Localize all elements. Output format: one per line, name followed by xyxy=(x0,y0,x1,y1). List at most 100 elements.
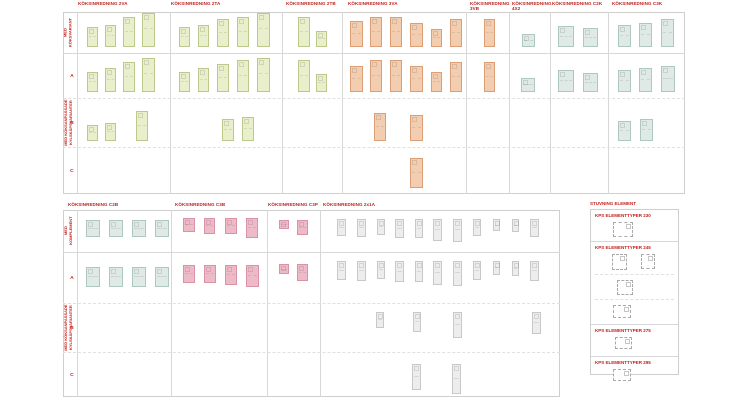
floor-plan-thumbnail xyxy=(410,23,423,47)
table-cell xyxy=(171,210,267,252)
floor-plan-thumbnail xyxy=(415,219,423,238)
column-header: KÖKSINREDNING 2TB xyxy=(286,1,336,6)
floor-plan-thumbnail xyxy=(87,125,98,141)
row-letter: C xyxy=(70,167,74,174)
floor-plan-thumbnail xyxy=(583,73,598,92)
floor-plan-thumbnail xyxy=(484,19,495,47)
table-cell xyxy=(608,98,685,147)
row-label-wrap: MED KÖKSANPASSADE KYLSKÅPSVARIANTER xyxy=(62,303,75,352)
floor-plan-thumbnail xyxy=(204,265,216,283)
grid-line xyxy=(63,303,560,304)
grid-line xyxy=(63,98,685,99)
floor-plan-thumbnail xyxy=(142,13,155,47)
element-plan-thumbnail xyxy=(641,254,655,269)
floor-plan-thumbnail xyxy=(155,267,169,287)
floor-plan-thumbnail xyxy=(433,219,442,241)
floor-plan-thumbnail xyxy=(473,219,481,236)
column-header: KÖKSINREDNING C3K xyxy=(612,1,663,6)
element-plan-thumbnail xyxy=(615,337,632,349)
table-cell xyxy=(77,12,170,53)
floor-plan-thumbnail xyxy=(473,261,481,280)
floor-plan-thumbnail xyxy=(257,58,270,92)
floor-plan-thumbnail xyxy=(410,66,423,92)
floor-plan-thumbnail xyxy=(179,27,190,47)
panel-section-label: KPS ELEMENTTYPER 245 xyxy=(595,245,651,250)
table-cell xyxy=(170,53,282,98)
floor-plan-thumbnail xyxy=(105,123,116,141)
floor-plan-thumbnail xyxy=(410,115,423,141)
panel-section-label: KPS ELEMENTTYPER 275 xyxy=(595,328,651,333)
floor-plan-thumbnail xyxy=(413,312,421,332)
table-cell xyxy=(282,53,342,98)
floor-plan-thumbnail xyxy=(123,17,135,47)
row-letter-wrap: C xyxy=(69,147,78,194)
row-letter-wrap: A xyxy=(69,53,78,98)
floor-plan-thumbnail xyxy=(109,220,123,237)
table-cell xyxy=(171,252,267,303)
element-panel: KPS ELEMENTTYPER 230 KPS ELEMENTTYPER 245… xyxy=(590,209,679,381)
table-cell xyxy=(77,252,171,303)
floor-plan-thumbnail xyxy=(661,66,675,92)
floor-plan-thumbnail xyxy=(350,66,363,92)
row-letter: A xyxy=(70,72,74,79)
floor-plan-thumbnail xyxy=(279,220,289,229)
floor-plan-thumbnail xyxy=(558,70,574,92)
floor-plan-thumbnail xyxy=(453,219,462,242)
floor-plan-thumbnail xyxy=(316,74,327,92)
panel-title: STUVNING ELEMENT xyxy=(590,201,637,206)
table-cell xyxy=(466,12,509,53)
dashed-divider xyxy=(595,299,674,300)
floor-plan-thumbnail xyxy=(661,19,674,47)
table-cell xyxy=(509,12,550,53)
floor-plan-thumbnail xyxy=(521,78,535,92)
floor-plan-thumbnail xyxy=(376,312,384,328)
element-plan-thumbnail xyxy=(612,254,627,270)
floor-plan-thumbnail xyxy=(337,261,346,280)
grid-line xyxy=(509,12,510,194)
row-label-wrap: MED KOMPLEMENT xyxy=(62,210,75,252)
floor-plan-thumbnail xyxy=(225,265,237,285)
floor-plan-thumbnail xyxy=(640,119,653,141)
grid-line xyxy=(63,252,560,253)
floor-plan-thumbnail xyxy=(453,261,462,286)
floor-plan-thumbnail xyxy=(377,261,385,279)
floor-plan-thumbnail xyxy=(179,72,190,92)
table-cell xyxy=(267,210,320,252)
floor-plan-thumbnail xyxy=(257,13,270,47)
floor-plan-thumbnail xyxy=(142,58,155,92)
floor-plan-thumbnail xyxy=(558,26,574,47)
floor-plan-thumbnail xyxy=(530,261,539,281)
table-cell xyxy=(342,12,466,53)
floor-plan-thumbnail xyxy=(450,62,462,92)
floor-plan-thumbnail xyxy=(237,60,249,92)
element-plan-thumbnail xyxy=(617,280,633,295)
floor-plan-thumbnail xyxy=(453,312,462,338)
row-label-wrap: MED KÖKSVARIANT xyxy=(62,12,75,53)
floor-plan-thumbnail xyxy=(412,364,421,390)
panel-block xyxy=(595,366,678,384)
column-header: KÖKSINREDNING C2K xyxy=(552,1,603,6)
element-plan-thumbnail xyxy=(613,222,633,237)
table-cell xyxy=(77,210,171,252)
panel-block xyxy=(595,219,678,237)
floor-plan-thumbnail xyxy=(450,19,462,47)
table-cell xyxy=(170,12,282,53)
table-cell xyxy=(320,352,560,397)
floor-plan-thumbnail xyxy=(183,218,195,232)
table-cell xyxy=(608,12,685,53)
row-letter-wrap: B xyxy=(69,98,78,147)
floor-plan-thumbnail xyxy=(337,219,346,236)
floor-plan-thumbnail xyxy=(198,68,209,92)
row-label: MED KÖKSANPASSADE KYLSKÅPSVARIANTER xyxy=(63,99,73,146)
floor-plan-thumbnail xyxy=(583,28,598,47)
row-letter-wrap: A xyxy=(69,252,78,303)
panel-section: KPS ELEMENTTYPER 245 xyxy=(591,241,678,324)
column-header: KÖKSINREDNING C2B xyxy=(68,202,119,207)
grid-line xyxy=(63,352,560,353)
floor-plan-thumbnail xyxy=(530,219,539,237)
floor-plan-thumbnail xyxy=(357,219,366,237)
table-cell xyxy=(77,98,170,147)
floor-plan-thumbnail xyxy=(225,218,237,234)
grid-line xyxy=(342,12,343,194)
